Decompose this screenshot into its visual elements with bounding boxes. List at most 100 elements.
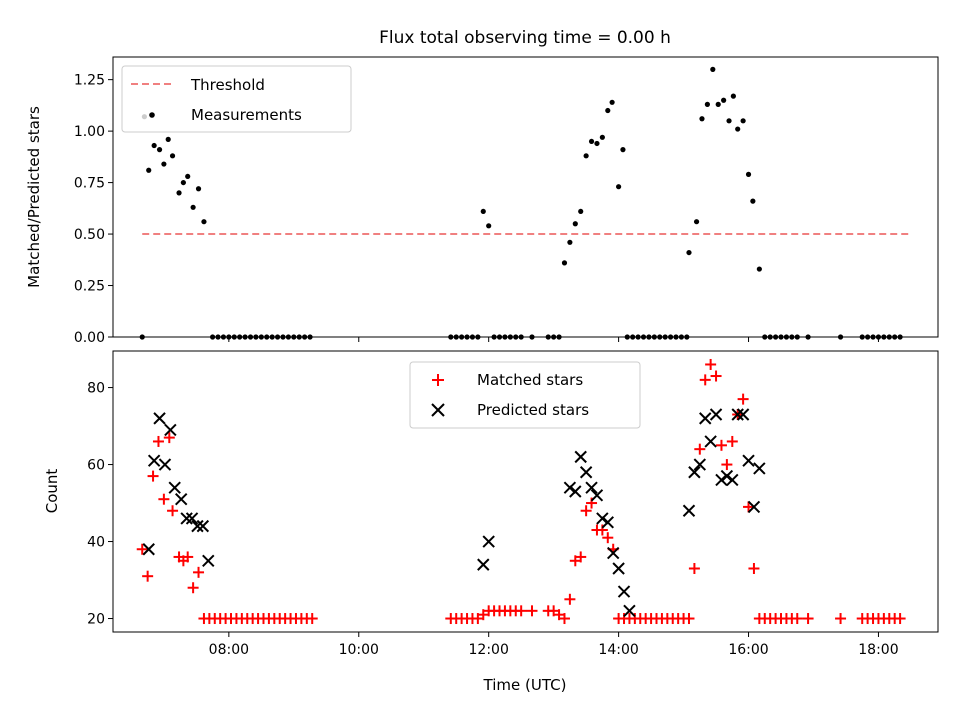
- predicted-star-point: [585, 481, 598, 494]
- predicted-x-b: [482, 535, 495, 548]
- matched-star-point: [743, 501, 755, 513]
- bottom-x-tick-label: 18:00: [858, 642, 898, 658]
- matched-star-point: [306, 613, 318, 625]
- predicted-x-b: [185, 512, 199, 525]
- measurement-point: [185, 173, 191, 180]
- measurement-point: [710, 66, 716, 72]
- bottom-x-tick-label: 08:00: [209, 642, 249, 658]
- predicted-x-b: [585, 481, 598, 494]
- predicted-star-point: [569, 485, 582, 498]
- predicted-x-b: [682, 504, 696, 517]
- predicted-star-point: [617, 585, 631, 598]
- predicted-x-b: [606, 546, 620, 560]
- top-y-tick-label: 0.50: [74, 227, 105, 243]
- predicted-star-point: [699, 412, 712, 425]
- measurement-point: [176, 190, 182, 196]
- predicted-x-b: [753, 462, 766, 475]
- matched-star-point: [152, 435, 164, 447]
- matched-star-point: [694, 443, 706, 455]
- matched-star-point: [705, 358, 717, 370]
- measurement-point: [726, 118, 732, 124]
- predicted-x-b: [693, 458, 707, 471]
- predicted-x-b: [196, 519, 210, 533]
- matched-star-point: [193, 566, 205, 578]
- predicted-star-point: [590, 489, 604, 502]
- measurement-point: [693, 219, 700, 225]
- predicted-star-point: [623, 604, 636, 618]
- predicted-x-b: [175, 492, 188, 506]
- predicted-star-point: [142, 543, 155, 556]
- measurement-point: [715, 101, 721, 107]
- matched-star-point: [715, 439, 727, 451]
- matched-star-point: [721, 459, 733, 471]
- predicted-star-point: [482, 535, 495, 548]
- bottom-y-tick-label: 20: [87, 612, 105, 628]
- predicted-star-point: [693, 458, 707, 471]
- legend-matched-label: Matched stars: [477, 371, 583, 389]
- predicted-x-b: [180, 512, 193, 525]
- measurement-point: [616, 184, 622, 190]
- predicted-star-point: [606, 546, 620, 560]
- matched-star-point: [699, 374, 711, 386]
- predicted-x-b: [612, 562, 625, 575]
- legend-measurements-swatch: [149, 112, 155, 118]
- measurement-point: [588, 138, 595, 145]
- predicted-x-b: [574, 450, 587, 464]
- bottom-legend: Matched stars Predicted stars: [409, 361, 641, 429]
- measurement-point: [599, 134, 605, 140]
- predicted-x-b: [742, 454, 755, 467]
- top-y-tick-label: 0.25: [74, 279, 105, 295]
- top-y-tick-label: 0.00: [74, 330, 105, 346]
- matched-star-point: [602, 532, 614, 544]
- predicted-star-point: [715, 473, 728, 487]
- predicted-star-point: [720, 469, 734, 483]
- matched-star-point: [142, 570, 154, 582]
- matched-star-point: [683, 613, 695, 625]
- measurement-point: [756, 266, 762, 272]
- measurement-point: [704, 101, 710, 107]
- measurement-point: [750, 198, 756, 204]
- predicted-x-b: [569, 485, 582, 498]
- legend-matched-swatch: [432, 374, 444, 386]
- predicted-star-point: [579, 466, 593, 479]
- measurement-point: [721, 97, 727, 103]
- matched-star-point: [515, 605, 527, 617]
- predicted-x-b: [731, 408, 744, 421]
- predicted-x-b: [477, 558, 490, 571]
- predicted-x-b: [720, 469, 734, 483]
- bottom-x-tick-label: 12:00: [469, 642, 509, 658]
- matched-star-point: [163, 432, 175, 444]
- predicted-star-point: [682, 504, 696, 517]
- predicted-star-point: [574, 450, 587, 464]
- matched-star-point: [726, 435, 738, 447]
- predicted-x-b: [153, 412, 166, 425]
- predicted-x-b: [596, 512, 609, 525]
- measurement-point: [156, 147, 163, 153]
- predicted-star-point: [168, 481, 181, 494]
- top-legend-box: [121, 65, 352, 133]
- matched-star-point: [136, 543, 148, 555]
- measurement-point: [609, 99, 615, 105]
- measurement-point: [180, 179, 186, 186]
- legend-predicted-swatch: [431, 403, 445, 417]
- matched-star-point: [737, 393, 749, 405]
- predicted-star-point: [196, 519, 210, 533]
- top-y-tick-label: 1.00: [74, 124, 105, 140]
- predicted-x-b: [688, 466, 701, 479]
- matched-star-point: [688, 562, 700, 574]
- predicted-star-point: [164, 423, 177, 437]
- matched-star-point: [558, 613, 570, 625]
- predicted-x-b: [168, 481, 181, 494]
- matched-star-point: [158, 493, 170, 505]
- measurement-point: [151, 142, 157, 149]
- bottom-x-axis-label: Time (UTC): [483, 676, 567, 694]
- measurement-point: [620, 147, 626, 153]
- bottom-y-tick-label: 60: [87, 458, 105, 474]
- predicted-star-point: [477, 558, 490, 571]
- matched-star-point: [580, 505, 592, 517]
- measurement-point: [561, 260, 568, 266]
- top-y-tick-label: 1.25: [74, 73, 105, 89]
- predicted-star-point: [726, 473, 739, 487]
- predicted-x-b: [699, 412, 712, 425]
- measurement-point: [594, 140, 600, 147]
